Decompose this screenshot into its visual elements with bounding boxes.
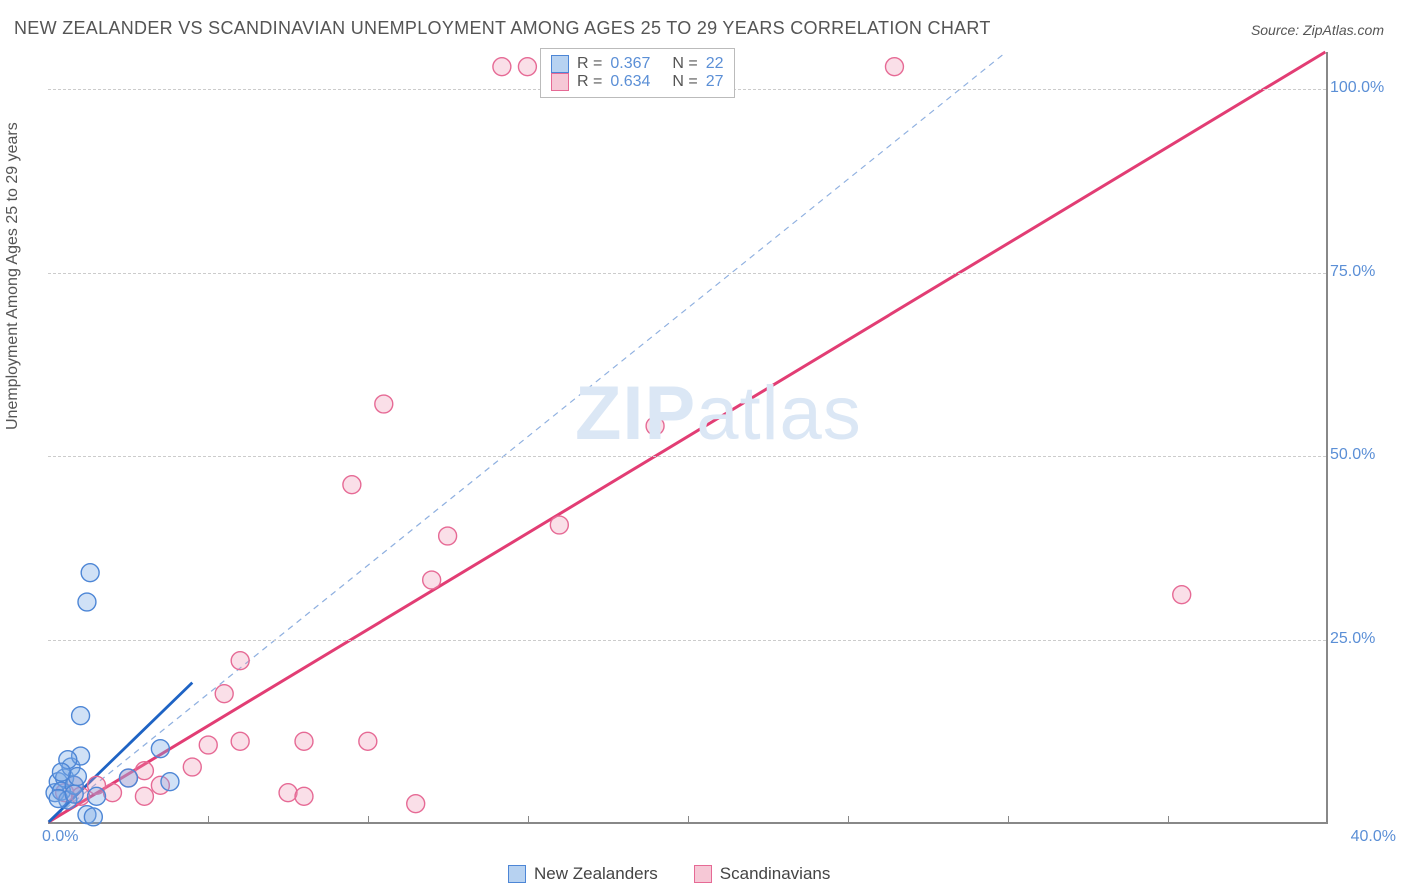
- x-tick-mark: [368, 816, 369, 824]
- r-value-sc: 0.634: [610, 73, 650, 91]
- r-label-sc: R =: [577, 73, 602, 91]
- legend-label-nz: New Zealanders: [534, 864, 658, 884]
- point-sc: [135, 787, 153, 805]
- y-tick-label: 50.0%: [1330, 446, 1400, 464]
- corr-row-nz: R = 0.367 N = 22: [551, 55, 724, 73]
- point-nz: [161, 773, 179, 791]
- y-tick-label: 100.0%: [1330, 79, 1400, 97]
- legend-label-sc: Scandinavians: [720, 864, 831, 884]
- point-nz: [52, 763, 70, 781]
- point-sc: [199, 736, 217, 754]
- point-sc: [231, 652, 249, 670]
- x-tick-mark: [528, 816, 529, 824]
- x-tick-mark: [1168, 816, 1169, 824]
- point-sc: [183, 758, 201, 776]
- legend-item-nz: New Zealanders: [508, 864, 658, 884]
- x-tick-mark: [848, 816, 849, 824]
- point-sc: [493, 58, 511, 76]
- x-tick-label-left: 0.0%: [42, 828, 78, 846]
- legend-swatch-nz: [508, 865, 526, 883]
- point-sc: [407, 795, 425, 813]
- grid-line-h: [48, 640, 1326, 641]
- swatch-sc-icon: [551, 73, 569, 91]
- point-sc: [279, 784, 297, 802]
- point-nz: [65, 785, 83, 803]
- point-nz: [119, 769, 137, 787]
- point-sc: [550, 516, 568, 534]
- legend-item-sc: Scandinavians: [694, 864, 831, 884]
- y-axis-label: Unemployment Among Ages 25 to 29 years: [4, 122, 22, 430]
- point-nz: [88, 787, 106, 805]
- identity-line: [49, 52, 1007, 822]
- corr-row-sc: R = 0.634 N = 27: [551, 73, 724, 91]
- n-value-nz: 22: [706, 55, 724, 73]
- point-sc: [215, 685, 233, 703]
- r-value-nz: 0.367: [610, 55, 650, 73]
- source-attribution: Source: ZipAtlas.com: [1251, 22, 1384, 38]
- point-nz: [78, 593, 96, 611]
- point-nz: [68, 768, 86, 786]
- n-label-nz: N =: [672, 55, 697, 73]
- point-nz: [84, 808, 102, 826]
- grid-line-h: [48, 273, 1326, 274]
- trend-line-sc: [49, 52, 1326, 822]
- point-sc: [343, 476, 361, 494]
- x-tick-mark: [688, 816, 689, 824]
- point-nz: [72, 707, 90, 725]
- point-sc: [885, 58, 903, 76]
- point-sc: [295, 787, 313, 805]
- point-sc: [439, 527, 457, 545]
- chart-title: NEW ZEALANDER VS SCANDINAVIAN UNEMPLOYME…: [14, 18, 991, 39]
- chart-svg: [48, 52, 1326, 822]
- legend-bottom: New Zealanders Scandinavians: [508, 864, 830, 884]
- point-sc: [646, 417, 664, 435]
- point-sc: [1173, 586, 1191, 604]
- point-sc: [518, 58, 536, 76]
- point-nz: [151, 740, 169, 758]
- point-sc: [104, 784, 122, 802]
- grid-line-h: [48, 456, 1326, 457]
- point-nz: [81, 564, 99, 582]
- n-value-sc: 27: [706, 73, 724, 91]
- legend-swatch-sc: [694, 865, 712, 883]
- y-tick-label: 75.0%: [1330, 263, 1400, 281]
- point-sc: [295, 732, 313, 750]
- point-sc: [423, 571, 441, 589]
- point-sc: [359, 732, 377, 750]
- point-sc: [231, 732, 249, 750]
- r-label-nz: R =: [577, 55, 602, 73]
- n-label-sc: N =: [672, 73, 697, 91]
- x-tick-mark: [1008, 816, 1009, 824]
- plot-area: 25.0%50.0%75.0%100.0%0.0%40.0%: [48, 52, 1328, 824]
- x-tick-mark: [208, 816, 209, 824]
- swatch-nz-icon: [551, 55, 569, 73]
- x-tick-label-right: 40.0%: [1351, 828, 1396, 846]
- point-sc: [135, 762, 153, 780]
- correlation-legend: R = 0.367 N = 22 R = 0.634 N = 27: [540, 48, 735, 98]
- y-tick-label: 25.0%: [1330, 630, 1400, 648]
- point-nz: [49, 790, 67, 808]
- point-sc: [375, 395, 393, 413]
